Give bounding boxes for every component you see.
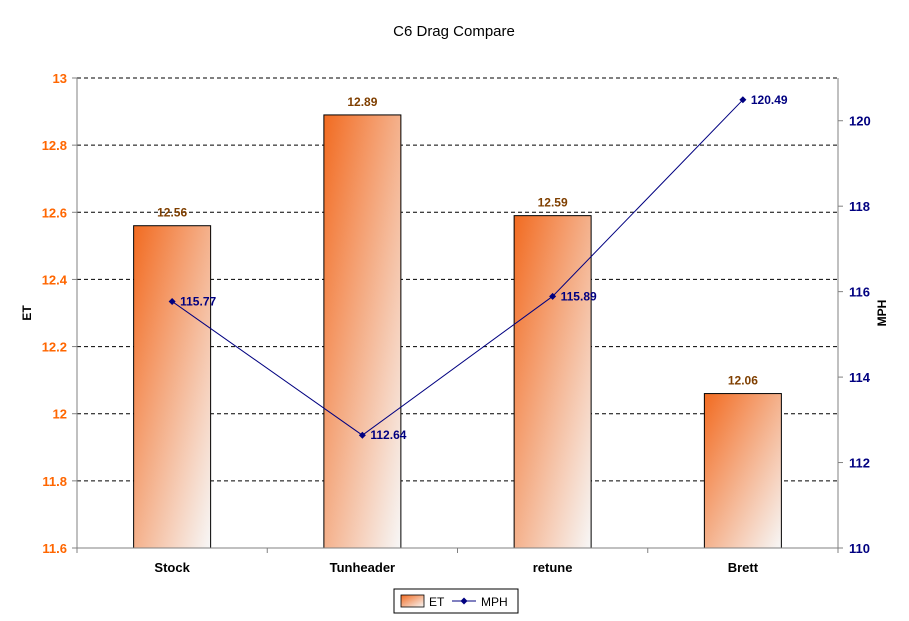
y-left-tick-label: 11.6 [42,541,67,556]
mph-value-label: 120.49 [751,93,788,107]
bar-value-label: 12.89 [347,95,377,109]
legend-et-label: ET [429,595,445,609]
x-tick-label: Brett [728,560,759,575]
mph-value-label: 115.77 [180,294,216,308]
bar-et [133,225,212,549]
bar-et [513,215,592,549]
legend-mph-label: MPH [481,595,508,609]
y-left-tick-label: 12 [53,407,67,422]
mph-point [358,431,366,439]
mph-value-label: 112.64 [370,428,406,442]
bars [133,114,782,549]
bar-et [323,114,402,549]
x-tick-label: Stock [154,560,190,575]
y-left-tick-label: 12.6 [42,205,67,220]
y-left-tick-label: 13 [53,71,67,86]
bar-value-label: 12.59 [538,196,568,210]
y-right-tick-label: 120 [849,114,871,129]
mph-series [168,96,747,439]
bar-value-label: 12.56 [157,206,187,220]
y-right-tick-label: 112 [849,456,870,471]
chart-title: C6 Drag Compare [393,23,515,40]
y-left-tick-label: 11.8 [42,474,67,489]
bar-et [703,393,782,549]
y-right-tick-label: 110 [849,541,870,556]
mph-point [739,96,747,104]
x-tick-label: retune [533,560,573,575]
y-right-tick-label: 116 [849,285,870,300]
mph-point [168,297,176,305]
axes: 11.6 11.8 12 12.2 12.4 12.6 12.8 13 110 112 114 116… [42,71,871,575]
y-left-tick-label: 12.4 [42,272,68,287]
bar-value-label: 12.06 [728,374,758,388]
y-left-tick-label: 12.8 [42,138,67,153]
y-left-tick-label: 12.2 [42,340,67,355]
data-labels: 12.56 12.89 12.59 12.06 115.77 112.64 115.89 12… [157,93,788,442]
y-right-tick-label: 114 [849,370,871,385]
mph-value-label: 115.89 [561,289,597,303]
x-tick-label: Tunheader [330,560,396,575]
legend: ET MPH [393,588,519,614]
legend-mph-marker [460,597,468,605]
y-right-tick-label: 118 [849,199,870,214]
mph-line [171,99,744,436]
legend-et-swatch [400,594,425,608]
mph-point [549,292,557,300]
y-axis-right-title: MPH [875,300,889,327]
y-axis-left-title: ET [20,305,34,321]
